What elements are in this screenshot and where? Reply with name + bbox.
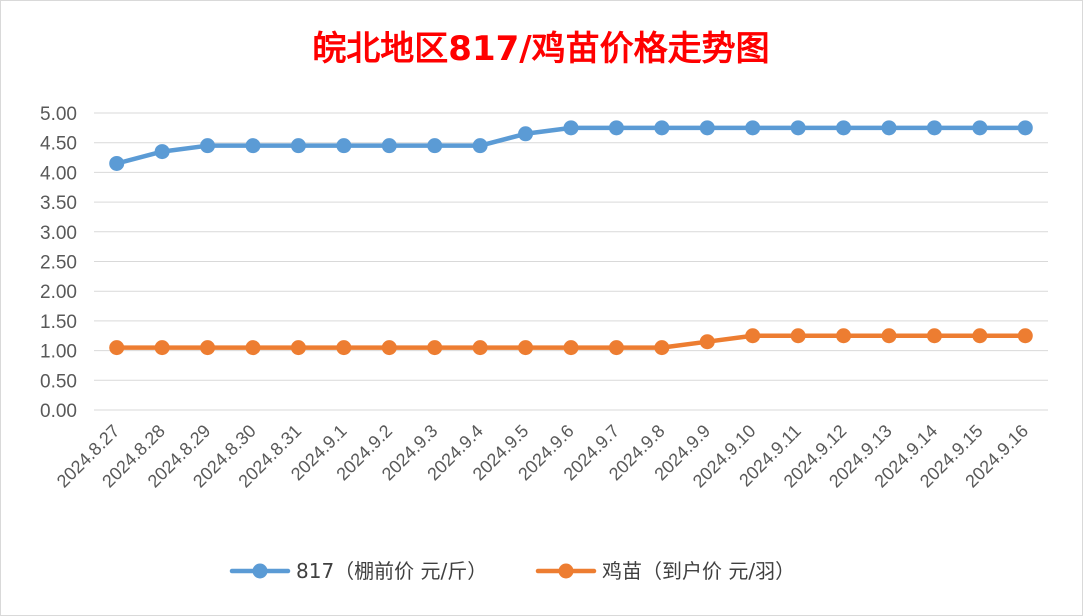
data-point — [608, 120, 624, 136]
y-tick-label: 0.00 — [40, 401, 77, 422]
legend-marker — [252, 563, 268, 579]
data-point — [654, 120, 670, 136]
data-point — [699, 334, 715, 350]
y-tick-label: 5.00 — [40, 104, 77, 125]
y-tick-label: 3.00 — [40, 223, 77, 244]
legend-label: 鸡苗（到户价 元/羽） — [602, 559, 795, 583]
data-point — [427, 138, 443, 154]
data-point — [336, 138, 352, 154]
data-point — [881, 328, 897, 344]
data-point — [790, 120, 806, 136]
data-point — [200, 340, 216, 356]
series-group — [109, 120, 1033, 356]
data-point — [427, 340, 443, 356]
data-point — [563, 340, 579, 356]
data-point — [290, 138, 306, 154]
x-axis-ticks: 2024.8.272024.8.282024.8.292024.8.302024… — [53, 421, 1032, 492]
data-point — [245, 340, 261, 356]
data-point — [1017, 120, 1033, 136]
data-point — [381, 340, 397, 356]
data-point — [381, 138, 397, 154]
data-point — [109, 340, 125, 356]
data-point — [245, 138, 261, 154]
y-axis-ticks: 0.00 0.50 1.00 1.50 2.00 2.50 3.00 3.50 4.00 4.50… — [40, 104, 77, 422]
data-point — [200, 138, 216, 154]
legend: 817（棚前价 元/斤） 鸡苗（到户价 元/羽） — [229, 559, 795, 583]
data-point — [926, 120, 942, 136]
data-point — [518, 340, 534, 356]
data-point — [336, 340, 352, 356]
data-point — [1017, 328, 1033, 344]
data-point — [518, 126, 534, 142]
data-point — [836, 120, 852, 136]
y-tick-label: 2.50 — [40, 253, 77, 274]
data-point — [608, 340, 624, 356]
data-point — [790, 328, 806, 344]
legend-marker — [558, 563, 574, 579]
y-tick-label: 4.00 — [40, 163, 77, 184]
data-point — [290, 340, 306, 356]
chart-title: 皖北地区817/鸡苗价格走势图 — [312, 29, 769, 69]
legend-item-2: 鸡苗（到户价 元/羽） — [535, 559, 795, 583]
y-tick-label: 1.50 — [40, 312, 77, 333]
data-point — [154, 340, 170, 356]
data-point — [654, 340, 670, 356]
data-point — [154, 144, 170, 160]
data-point — [972, 328, 988, 344]
data-point — [836, 328, 852, 344]
data-point — [926, 328, 942, 344]
y-tick-label: 3.50 — [40, 193, 77, 214]
y-tick-label: 1.00 — [40, 342, 77, 363]
series-2 — [109, 328, 1033, 356]
data-point — [699, 120, 715, 136]
data-point — [972, 120, 988, 136]
y-tick-label: 4.50 — [40, 134, 77, 155]
data-point — [472, 340, 488, 356]
y-tick-label: 0.50 — [40, 371, 77, 392]
gridlines — [94, 112, 1048, 411]
legend-item-1: 817（棚前价 元/斤） — [229, 559, 487, 583]
data-point — [109, 155, 125, 171]
legend-label: 817（棚前价 元/斤） — [296, 559, 487, 583]
data-point — [745, 328, 761, 344]
data-point — [472, 138, 488, 154]
data-point — [881, 120, 897, 136]
data-point — [745, 120, 761, 136]
series-1 — [109, 120, 1033, 171]
y-tick-label: 2.00 — [40, 282, 77, 303]
data-point — [563, 120, 579, 136]
